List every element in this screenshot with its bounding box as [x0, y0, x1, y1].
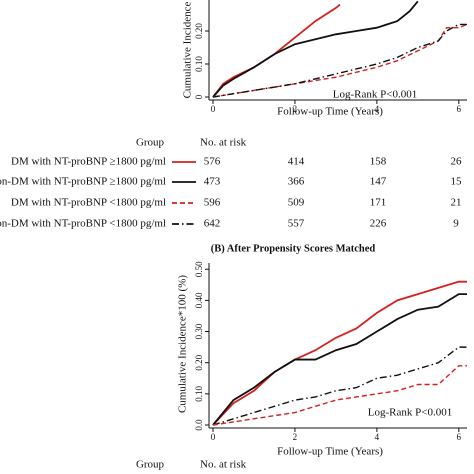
y-tick-label: 0	[194, 94, 204, 99]
group-name: Non-DM with NT-proBNP <1800 pg/ml	[0, 218, 166, 230]
at-risk-count: 147	[370, 176, 387, 188]
survival-curve	[212, 3, 341, 98]
y-tick-label: 0.10	[194, 385, 204, 401]
x-tick-label: 0	[211, 104, 216, 114]
x-tick-label: 6	[457, 432, 462, 442]
annotation: Log-Rank P<0.001	[368, 407, 452, 419]
x-axis-label: Follow-up Time (Years)	[277, 446, 383, 458]
group-name: DM with NT-proBNP ≥1800 pg/ml	[11, 156, 166, 168]
chart-title: (B) After Propensity Scores Matched	[211, 243, 376, 254]
at-risk-count: 171	[370, 197, 387, 209]
at-risk-count: 473	[204, 176, 221, 188]
at-risk-count: 26	[451, 156, 463, 168]
y-axis-label: Cumulative Incidence	[182, 1, 194, 98]
survival-curve	[212, 23, 468, 98]
at-risk-count: 9	[453, 218, 459, 230]
group-header: Group	[136, 137, 165, 149]
y-tick-label: 0.20	[194, 354, 204, 370]
y-tick-label: 0.30	[194, 323, 204, 339]
y-tick-label: 0.20	[194, 23, 204, 39]
survival-curve	[212, 0, 419, 98]
risk-header: No. at risk	[200, 459, 247, 471]
x-axis-label: Follow-up Time (Years)	[277, 106, 383, 118]
at-risk-count: 642	[204, 218, 221, 230]
survival-curve	[212, 280, 467, 426]
x-tick-label: 0	[211, 432, 216, 442]
x-tick-label: 6	[457, 104, 462, 114]
at-risk-count: 366	[288, 176, 305, 188]
y-axis-label: Cumulative Incidence*100 (%)	[177, 275, 189, 413]
at-risk-count: 226	[370, 218, 387, 230]
at-risk-count: 576	[204, 156, 221, 168]
x-tick-label: 4	[375, 104, 380, 114]
risk-header: No. at risk	[200, 137, 247, 149]
x-tick-label: 4	[375, 432, 380, 442]
survival-curve	[212, 365, 467, 426]
at-risk-count: 158	[370, 156, 387, 168]
survival-curve	[212, 293, 467, 426]
survival-curve	[212, 23, 467, 98]
survival-curve	[212, 346, 467, 426]
at-risk-count: 596	[204, 197, 221, 209]
annotation: Log-Rank P<0.001	[333, 89, 417, 101]
group-name: Non-DM with NT-proBNP ≥1800 pg/ml	[0, 176, 166, 188]
x-tick-label: 2	[293, 104, 298, 114]
at-risk-count: 21	[451, 197, 462, 209]
y-tick-label: 0.0	[194, 419, 204, 431]
y-tick-label: 0.10	[194, 56, 204, 72]
at-risk-count: 509	[288, 197, 305, 209]
at-risk-count: 15	[451, 176, 463, 188]
group-name: DM with NT-proBNP <1800 pg/ml	[11, 197, 166, 209]
group-header: Group	[136, 459, 165, 471]
x-tick-label: 2	[293, 432, 298, 442]
at-risk-count: 557	[288, 218, 305, 230]
y-tick-label: 0.50	[194, 261, 204, 277]
y-tick-label: 0.40	[194, 292, 204, 308]
at-risk-count: 414	[288, 156, 305, 168]
